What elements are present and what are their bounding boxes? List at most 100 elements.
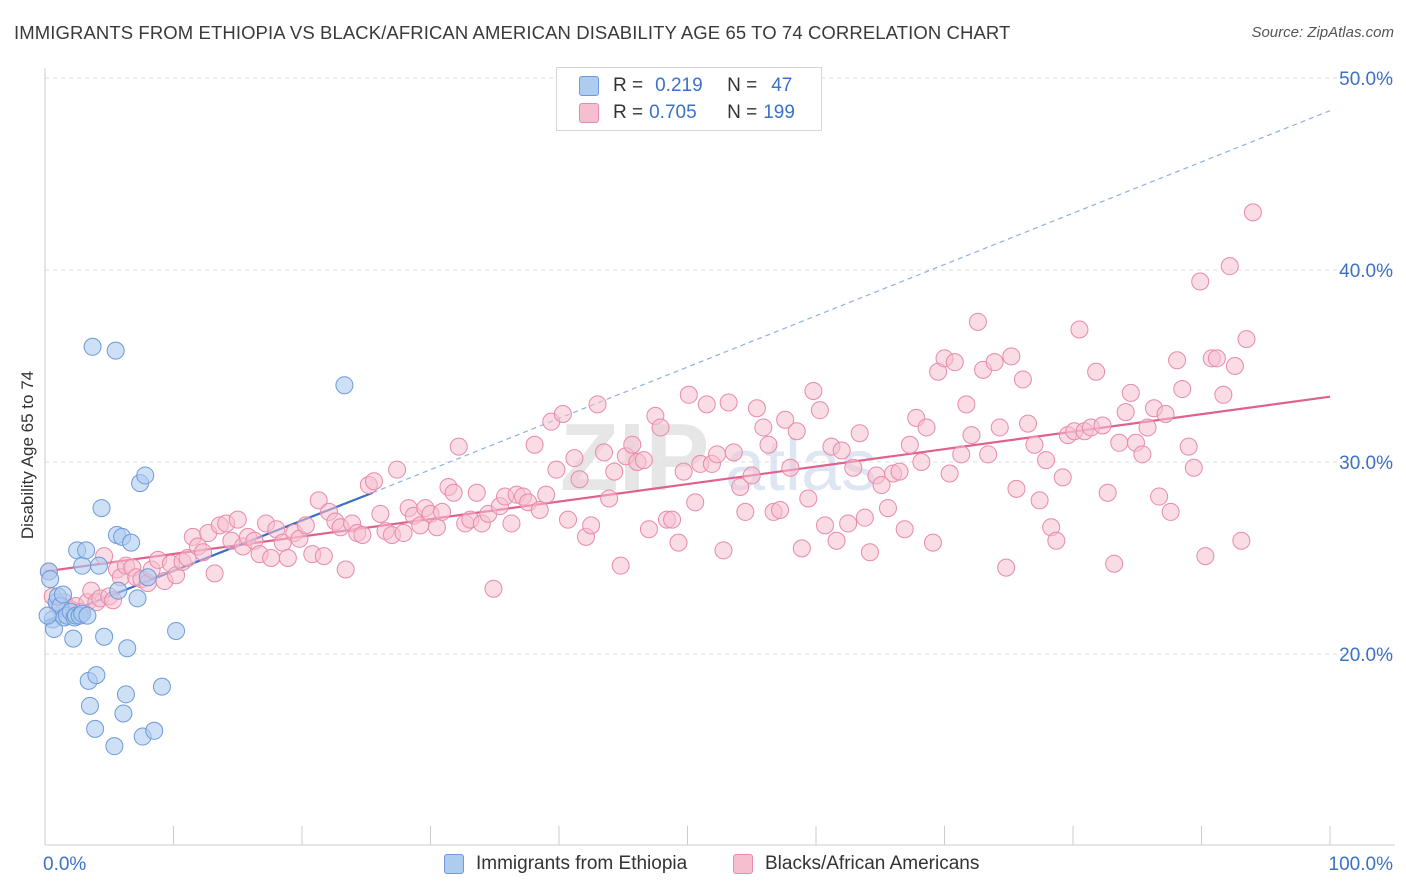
data-point-ethiopia xyxy=(118,639,137,658)
data-point-black xyxy=(923,533,942,552)
data-point-black xyxy=(997,558,1016,577)
data-point-ethiopia xyxy=(114,704,133,723)
data-point-black xyxy=(394,524,413,543)
data-point-black xyxy=(872,476,891,495)
data-point-black xyxy=(558,510,577,529)
data-point-black xyxy=(719,393,738,412)
data-point-black xyxy=(1121,383,1140,402)
data-point-black xyxy=(917,418,936,437)
data-point-black xyxy=(1053,468,1072,487)
data-point-ethiopia xyxy=(116,685,135,704)
data-point-black xyxy=(979,445,998,464)
data-point-black xyxy=(1105,554,1124,573)
data-point-ethiopia xyxy=(86,719,105,738)
data-point-black xyxy=(178,549,197,567)
data-point-black xyxy=(600,489,619,508)
data-point-black xyxy=(771,501,790,519)
data-point-black xyxy=(530,501,549,519)
source-credit: Source: ZipAtlas.com xyxy=(1251,24,1394,41)
data-point-black xyxy=(697,395,716,414)
data-point-ethiopia xyxy=(138,568,157,587)
data-point-ethiopia xyxy=(145,721,164,740)
data-point-black xyxy=(724,443,743,462)
data-point-ethiopia xyxy=(89,556,108,575)
data-point-ethiopia xyxy=(167,621,186,640)
axes xyxy=(44,68,1395,846)
data-point-black xyxy=(1237,330,1256,349)
data-point-black xyxy=(810,401,829,420)
data-point-black xyxy=(364,472,383,491)
data-point-black xyxy=(525,435,544,454)
data-point-ethiopia xyxy=(92,499,111,518)
legend-row-black: R = 0.705 N = 199 xyxy=(579,100,795,126)
legend-n-value-black: 199 xyxy=(763,102,795,123)
y-tick-label: 40.0% xyxy=(1339,261,1393,282)
data-point-black xyxy=(912,453,931,471)
data-point-black xyxy=(940,464,959,483)
data-point-black xyxy=(839,514,858,533)
data-point-black xyxy=(553,405,572,423)
data-point-black xyxy=(309,491,328,510)
data-point-black xyxy=(990,418,1009,437)
data-point-ethiopia xyxy=(152,677,171,696)
data-point-black xyxy=(832,441,851,460)
data-point-black xyxy=(844,458,863,477)
data-point-black xyxy=(781,458,800,477)
data-point-black xyxy=(1232,531,1251,550)
data-point-ethiopia xyxy=(95,627,114,646)
data-point-black xyxy=(605,462,624,481)
data-point-black xyxy=(427,518,446,537)
data-point-black xyxy=(1191,272,1210,291)
data-point-black xyxy=(900,435,919,454)
chart-title: IMMIGRANTS FROM ETHIOPIA VS BLACK/AFRICA… xyxy=(14,22,1011,43)
data-point-black xyxy=(890,462,909,481)
data-point-ethiopia xyxy=(105,737,124,756)
data-point-black xyxy=(1030,491,1049,510)
tick-labels: 20.0% 30.0% 40.0% 50.0% 0.0% 100.0% xyxy=(43,69,1393,875)
legend-r-label: R = xyxy=(613,75,644,96)
bottom-legend-label-ethiopia: Immigrants from Ethiopia xyxy=(476,853,688,874)
data-point-black xyxy=(776,410,795,429)
x-tick-label-max: 100.0% xyxy=(1329,854,1394,875)
bottom-legend-label-black: Blacks/African Americans xyxy=(765,853,980,874)
bottom-legend-black: Blacks/African Americans xyxy=(733,850,979,878)
data-point-black xyxy=(1110,433,1129,452)
data-point-black xyxy=(1243,203,1262,222)
data-point-black xyxy=(1070,320,1089,339)
data-point-black xyxy=(792,539,811,558)
data-point-black xyxy=(1007,479,1026,498)
data-point-black xyxy=(663,510,682,529)
data-point-ethiopia xyxy=(77,541,96,560)
legend-swatch-ethiopia xyxy=(579,76,599,96)
data-point-black xyxy=(747,399,766,418)
data-point-ethiopia xyxy=(80,696,99,715)
data-point-ethiopia xyxy=(335,376,354,395)
data-point-black xyxy=(815,516,834,535)
data-point-black xyxy=(708,445,727,464)
data-point-black xyxy=(1179,437,1198,456)
data-point-ethiopia xyxy=(109,581,128,600)
data-point-black xyxy=(1047,531,1066,550)
data-point-black xyxy=(582,516,601,535)
data-point-black xyxy=(714,541,733,560)
data-point-black xyxy=(388,460,407,479)
data-point-black xyxy=(850,424,869,443)
data-point-black xyxy=(1168,351,1187,370)
data-point-ethiopia xyxy=(83,337,102,356)
data-point-black xyxy=(623,435,642,454)
data-point-black xyxy=(957,395,976,414)
bottom-legend-swatch-black xyxy=(733,854,753,874)
data-point-black xyxy=(1116,403,1135,422)
data-point-black xyxy=(1173,380,1192,399)
trend-ethiopia-extended xyxy=(372,110,1331,494)
data-point-black xyxy=(314,547,333,566)
data-point-ethiopia xyxy=(78,606,97,625)
data-point-black xyxy=(1037,451,1056,470)
data-point-black xyxy=(1161,502,1180,521)
legend-n-label: N = xyxy=(727,102,758,123)
data-point-black xyxy=(1184,458,1203,477)
data-point-black xyxy=(639,520,658,539)
data-point-black xyxy=(547,460,566,479)
legend-n-value-ethiopia: 47 xyxy=(771,75,793,96)
